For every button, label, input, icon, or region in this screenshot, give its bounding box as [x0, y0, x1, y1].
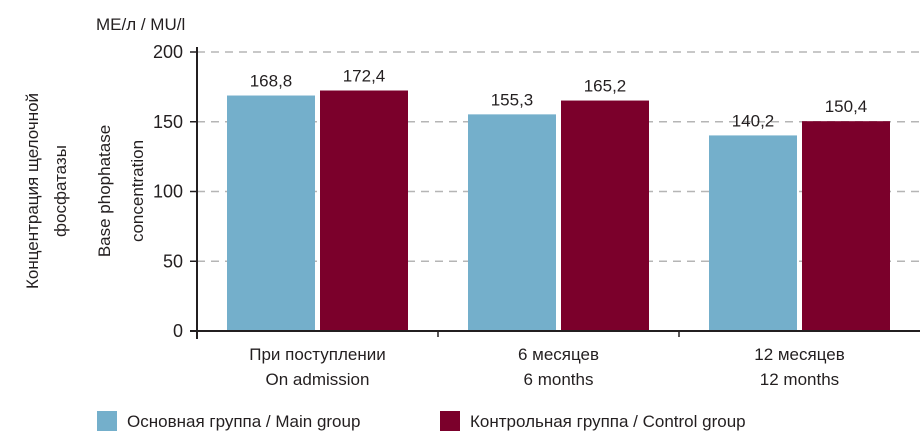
- y-axis-label-ru-2: фосфатазы: [51, 145, 70, 237]
- data-label: 165,2: [584, 77, 627, 96]
- x-tick-label: 12 месяцев: [754, 345, 845, 364]
- y-axis-label-en-1: Base phophatase: [95, 125, 114, 257]
- bar: [561, 100, 649, 331]
- data-label: 140,2: [732, 111, 775, 130]
- bar: [227, 95, 315, 330]
- y-tick-label: 0: [173, 321, 183, 341]
- data-label: 155,3: [491, 90, 534, 109]
- data-label: 150,4: [825, 97, 868, 116]
- y-tick-label: 100: [153, 182, 183, 202]
- legend-swatch: [97, 411, 117, 431]
- x-tick-label: 6 месяцев: [518, 345, 599, 364]
- y-tick-label: 150: [153, 112, 183, 132]
- x-tick-label: 12 months: [760, 370, 839, 389]
- x-tick-label: 6 months: [524, 370, 594, 389]
- data-label: 172,4: [343, 67, 386, 86]
- bar: [802, 121, 890, 330]
- y-axis-label-ru-1: Концентрация щелочной: [23, 93, 42, 289]
- data-label: 168,8: [250, 72, 293, 91]
- x-tick-label: On admission: [266, 370, 370, 389]
- bar: [320, 90, 408, 330]
- y-tick-label: 200: [153, 42, 183, 62]
- x-tick-label: При поступлении: [249, 345, 386, 364]
- legend-label: Основная группа / Main group: [127, 412, 360, 431]
- bar: [709, 135, 797, 330]
- bar: [468, 114, 556, 330]
- y-tick-label: 50: [163, 251, 183, 271]
- legend-label: Контрольная группа / Control group: [470, 412, 746, 431]
- y-axis-label-en-2: concentration: [128, 140, 147, 242]
- unit-label: МЕ/л / MU/l: [96, 15, 185, 34]
- legend-swatch: [440, 411, 460, 431]
